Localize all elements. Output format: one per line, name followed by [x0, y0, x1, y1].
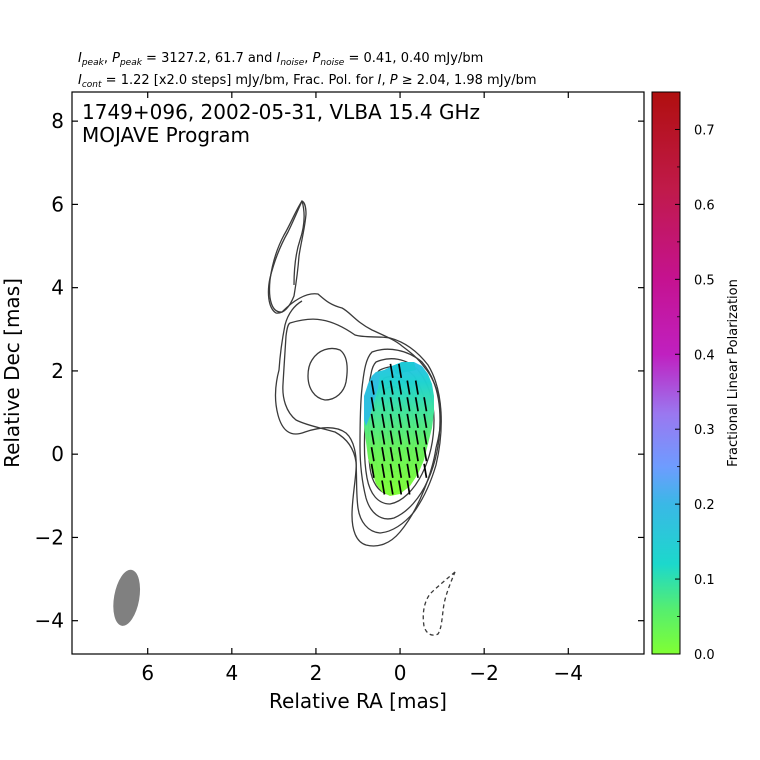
evpa-tick: [398, 447, 403, 462]
x-tick-label: −4: [554, 661, 583, 685]
hdr-i-peak: I: [78, 51, 82, 66]
contour-core-1: [359, 348, 441, 520]
evpa-tick: [414, 463, 419, 478]
evpa-tick: [423, 430, 428, 445]
evpa-ticks: [370, 363, 428, 495]
evpa-tick: [406, 380, 411, 395]
x-axis-label: Relative RA [mas]: [269, 689, 447, 713]
x-tick-label: −2: [469, 661, 498, 685]
evpa-tick: [406, 480, 411, 495]
evpa-tick: [414, 430, 419, 445]
contour-negative: [422, 571, 456, 636]
evpa-tick: [389, 397, 394, 412]
contour-mid-1: [282, 318, 442, 534]
inset-title-line-2: MOJAVE Program: [82, 123, 250, 147]
colorbar-tick-label: 0.6: [694, 198, 715, 213]
evpa-tick: [381, 447, 386, 462]
colorbar-tick-label: 0.1: [694, 573, 715, 588]
y-tick-label: 4: [51, 276, 64, 300]
evpa-tick: [389, 413, 394, 429]
colorbar-ticks: 0.0 0.1 0.2 0.3 0.4 0.5 0.6 0.7: [675, 91, 715, 663]
evpa-tick: [381, 480, 386, 495]
evpa-tick: [398, 380, 403, 395]
y-tick-label: −4: [35, 609, 64, 633]
evpa-tick: [389, 363, 394, 379]
y-tick-label: 2: [51, 359, 64, 383]
evpa-tick: [389, 463, 394, 478]
contour-hole: [307, 347, 348, 401]
evpa-tick: [389, 480, 394, 495]
evpa-tick: [370, 413, 375, 429]
y-tick-label: 0: [51, 442, 64, 466]
x-tick-label: 4: [225, 661, 238, 685]
evpa-tick: [398, 430, 403, 445]
axes-frame: [71, 91, 645, 655]
colorbar-tick-label: 0.3: [694, 423, 715, 438]
evpa-tick: [398, 413, 403, 429]
evpa-tick: [381, 463, 386, 478]
evpa-tick: [423, 463, 428, 478]
evpa-tick: [406, 463, 411, 478]
evpa-tick: [370, 463, 375, 478]
evpa-tick: [406, 397, 411, 412]
evpa-tick: [423, 413, 428, 429]
header-line-2: Icont = 1.22 [x2.0 steps] mJy/bm, Frac. …: [78, 73, 537, 90]
evpa-tick: [414, 380, 419, 395]
pol-patch-edge: [392, 362, 416, 374]
inset-title-line-1: 1749+096, 2002-05-31, VLBA 15.4 GHz: [82, 100, 480, 124]
colorbar-tick-label: 0.2: [694, 498, 715, 513]
x-tick-label: 6: [141, 661, 154, 685]
evpa-tick: [414, 447, 419, 462]
evpa-tick: [406, 430, 411, 445]
evpa-tick: [398, 397, 403, 412]
evpa-tick: [389, 430, 394, 445]
evpa-tick: [381, 430, 386, 445]
x-tick-label: 0: [394, 661, 407, 685]
evpa-tick: [370, 447, 375, 462]
evpa-tick: [414, 413, 419, 429]
colorbar-tick-label: 0.7: [694, 123, 715, 138]
colorbar-label: Fractional Linear Polarization: [726, 279, 741, 467]
evpa-tick: [381, 380, 386, 395]
evpa-tick: [414, 397, 419, 412]
evpa-tick: [398, 480, 403, 495]
plot-contents: [113, 200, 456, 636]
evpa-tick: [398, 463, 403, 478]
beam-ellipse: [113, 569, 141, 626]
evpa-tick: [423, 397, 428, 412]
colorbar: [651, 91, 681, 655]
colorbar-tick-label: 0.5: [694, 273, 715, 288]
evpa-tick: [389, 447, 394, 462]
x-tick-label: 2: [310, 661, 323, 685]
evpa-tick: [406, 413, 411, 429]
evpa-tick: [370, 397, 375, 412]
y-tick-label: 6: [51, 192, 64, 216]
y-tick-label: −2: [35, 525, 64, 549]
y-tick-label: 8: [51, 109, 64, 133]
pol-region: [364, 362, 434, 496]
evpa-tick: [381, 397, 386, 412]
colorbar-tick-label: 0.4: [694, 348, 715, 363]
y-axis-label: Relative Dec [mas]: [0, 278, 24, 468]
header-line-1: Ipeak, Ppeak = 3127.2, 61.7 and Inoise, …: [78, 51, 483, 68]
colorbar-tick-label: 0.0: [694, 648, 715, 663]
evpa-tick: [389, 380, 394, 395]
axis-ticks: 6 4 2 0 −2 −4 8 6 4 2 0 −2 −4: [35, 92, 644, 685]
evpa-tick: [406, 447, 411, 462]
contour-jet-filament: [267, 200, 307, 314]
evpa-tick: [381, 413, 386, 429]
contour-jet-outer: [268, 200, 442, 547]
evpa-tick: [423, 447, 428, 462]
evpa-tick: [370, 430, 375, 445]
evpa-tick: [398, 363, 403, 379]
evpa-tick: [370, 380, 375, 395]
